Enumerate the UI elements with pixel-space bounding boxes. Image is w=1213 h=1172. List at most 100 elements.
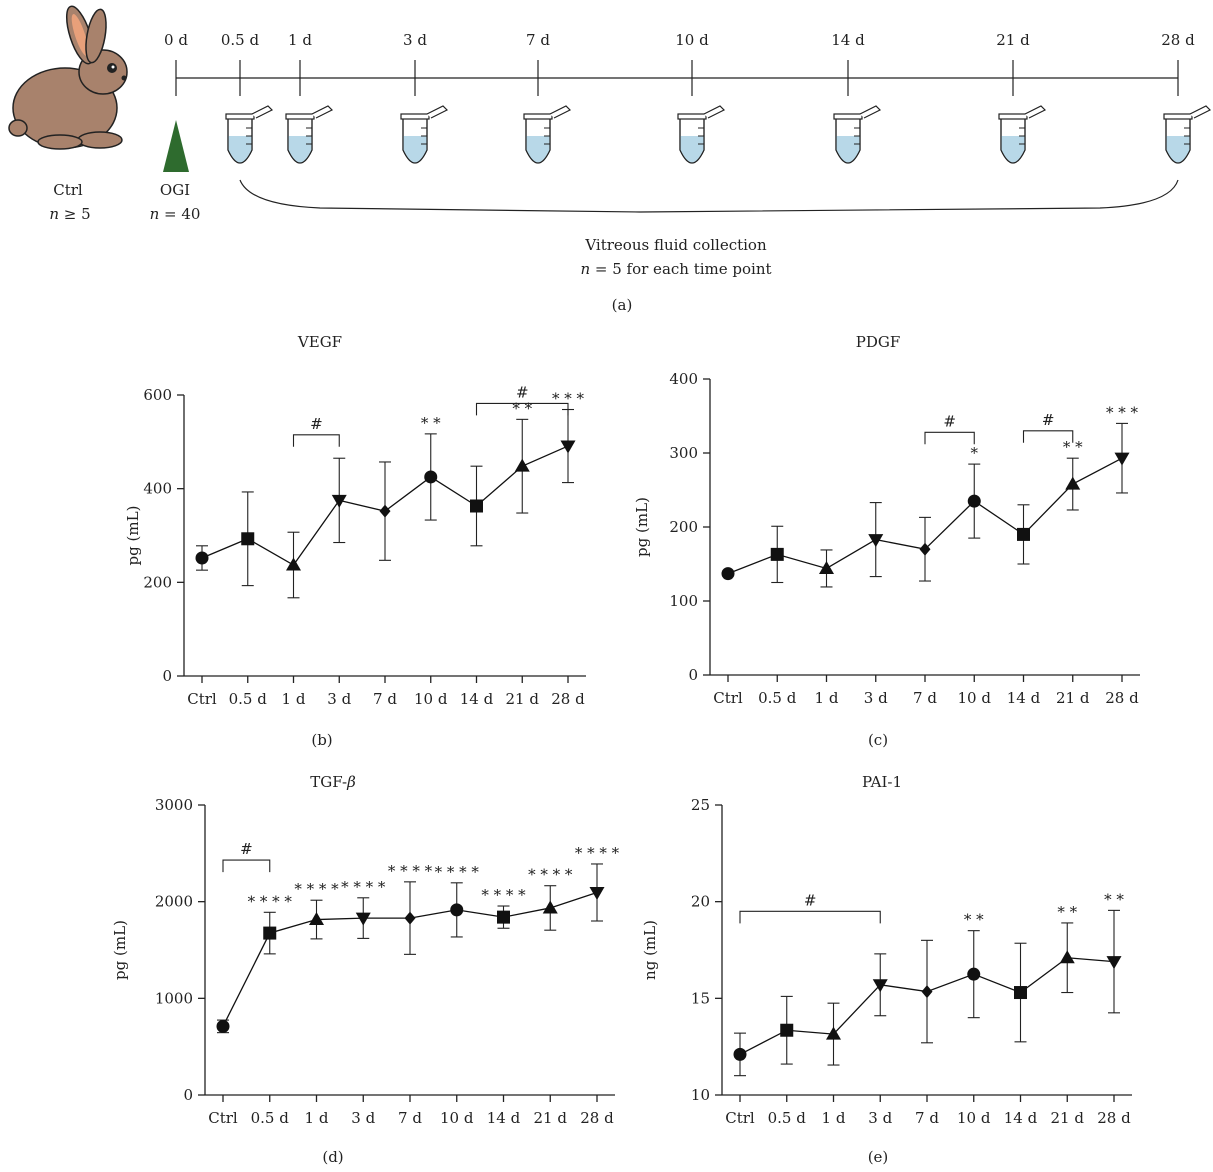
bracket-label: # xyxy=(1042,411,1055,429)
data-point xyxy=(872,979,888,993)
tube-icon xyxy=(1163,105,1212,164)
data-point xyxy=(404,911,416,925)
significance-label: * * * * xyxy=(341,878,386,896)
x-tick-label: 28 d xyxy=(1105,689,1139,707)
timeline-label: 14 d xyxy=(831,31,865,49)
x-tick-label: 10 d xyxy=(440,1109,474,1127)
x-tick-label: 3 d xyxy=(864,689,888,707)
bracket-label: # xyxy=(804,891,817,909)
data-point xyxy=(216,1019,230,1033)
data-point xyxy=(379,504,391,518)
significance-label: * * xyxy=(512,399,532,417)
y-axis-label: pg (mL) xyxy=(633,497,651,557)
y-axis-label: pg (mL) xyxy=(124,506,142,566)
y-tick-label: 20 xyxy=(691,893,710,911)
y-tick-label: 400 xyxy=(669,370,698,388)
collection-title: Vitreous fluid collection xyxy=(584,236,767,254)
y-tick-label: 25 xyxy=(691,796,710,814)
data-point xyxy=(424,470,438,484)
x-tick-label: 21 d xyxy=(506,690,540,708)
significance-label: * xyxy=(971,444,979,462)
panel-letter-a: (a) xyxy=(612,296,633,314)
ogi-label: OGI xyxy=(160,181,190,199)
x-tick-label: 7 d xyxy=(398,1109,422,1127)
data-point xyxy=(286,557,301,571)
data-point xyxy=(1059,950,1075,964)
y-tick-label: 3000 xyxy=(155,796,193,814)
significance-label: * * xyxy=(1104,890,1124,908)
data-point xyxy=(733,1047,747,1061)
comparison-bracket xyxy=(739,910,881,924)
x-tick-label: 0.5 d xyxy=(251,1109,290,1127)
panel-letter: (c) xyxy=(868,731,888,749)
data-point xyxy=(826,1026,841,1040)
x-tick-label: 7 d xyxy=(915,1109,939,1127)
tube-icon xyxy=(225,105,274,164)
bracket-label: # xyxy=(310,415,323,433)
y-axis-label: ng (mL) xyxy=(641,920,659,980)
x-tick-label: 7 d xyxy=(373,690,397,708)
comparison-bracket xyxy=(292,434,340,447)
significance-label: * * xyxy=(964,911,984,929)
significance-label: * * xyxy=(1057,903,1077,921)
y-tick-label: 15 xyxy=(691,989,710,1007)
data-point xyxy=(514,458,530,472)
tgf-beta-chart: TGF-β 0 1000 2000 3000 pg (mL) Ctrl 0.5 d 1 d 3 d… xyxy=(111,773,620,1166)
experiment-schematic: Ctrl n ≥ 5 OGI n = 40 0 d 0.5 d 1 d 3 d 7 d 1… xyxy=(8,5,1212,314)
data-point xyxy=(309,912,324,926)
timeline-label: 10 d xyxy=(675,31,709,49)
panel-letter: (b) xyxy=(311,731,332,749)
x-tick-label: 28 d xyxy=(580,1109,614,1127)
data-point xyxy=(470,499,483,513)
x-tick-label: 28 d xyxy=(551,690,585,708)
data-point xyxy=(1106,956,1122,970)
x-tick-label: 21 d xyxy=(534,1109,568,1127)
timeline-label: 0.5 d xyxy=(221,31,260,49)
ctrl-label: Ctrl xyxy=(53,181,83,199)
tube-icon xyxy=(285,105,334,164)
data-point xyxy=(967,967,981,981)
x-tick-label: 0.5 d xyxy=(768,1109,807,1127)
data-point xyxy=(967,494,981,508)
comparison-bracket xyxy=(1022,430,1074,443)
data-point xyxy=(589,886,605,900)
x-tick-label: 1 d xyxy=(815,689,839,707)
comparison-bracket xyxy=(924,431,975,445)
data-point xyxy=(921,985,933,999)
timeline-label: 28 d xyxy=(1161,31,1195,49)
x-tick-label: 3 d xyxy=(327,690,351,708)
x-tick-label: Ctrl xyxy=(208,1109,238,1127)
x-tick-label: 14 d xyxy=(1004,1109,1038,1127)
panel-letter: (e) xyxy=(868,1148,889,1166)
data-point xyxy=(497,910,510,924)
bracket-label: # xyxy=(516,383,529,401)
data-point xyxy=(450,903,464,917)
x-tick-label: 0.5 d xyxy=(758,689,797,707)
data-point xyxy=(1114,452,1130,466)
chart-title: VEGF xyxy=(297,333,342,351)
x-tick-label: 10 d xyxy=(414,690,448,708)
data-point xyxy=(919,542,931,556)
x-tick-label: 10 d xyxy=(958,689,992,707)
bracket-label: # xyxy=(240,840,253,858)
x-tick-label: 10 d xyxy=(957,1109,991,1127)
data-point xyxy=(355,912,371,926)
timeline-label: 0 d xyxy=(164,31,188,49)
significance-label: * * * * xyxy=(575,844,620,862)
data-point xyxy=(721,567,735,581)
significance-label: * * xyxy=(421,414,441,432)
significance-label: * * * * xyxy=(481,886,526,904)
rabbit-icon xyxy=(8,5,128,150)
chart-title: TGF-β xyxy=(310,773,356,791)
data-point xyxy=(770,547,784,561)
y-tick-label: 400 xyxy=(143,480,172,498)
data-point xyxy=(1014,986,1027,1000)
x-tick-label: 1 d xyxy=(822,1109,846,1127)
significance-label: * * * * xyxy=(248,892,293,910)
tube-icon xyxy=(400,105,449,164)
significance-label: * * * * xyxy=(528,866,573,884)
significance-label: * * xyxy=(1063,438,1083,456)
comparison-bracket xyxy=(475,402,569,416)
significance-label: * * * * xyxy=(294,880,339,898)
data-point xyxy=(542,900,558,914)
